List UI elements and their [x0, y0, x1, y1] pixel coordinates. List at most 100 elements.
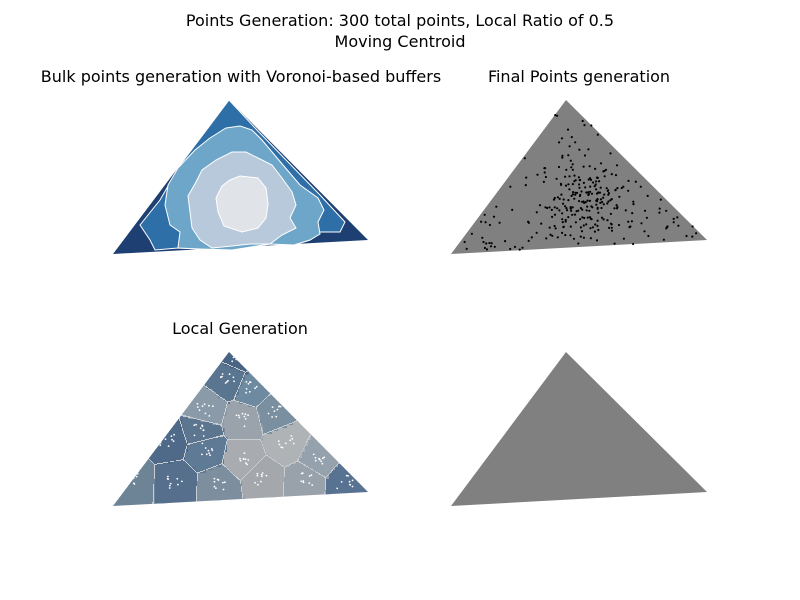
local-cell-edge [147, 377, 148, 378]
local-cell-edge [269, 395, 270, 396]
local-cell-edge [315, 350, 316, 351]
final-point [521, 246, 524, 249]
final-point [607, 200, 610, 203]
final-point [646, 194, 649, 197]
local-cell-edge [354, 379, 355, 380]
local-cell-edge [153, 488, 154, 489]
local-cell-edge [283, 494, 284, 495]
local-cell-edge [302, 364, 303, 365]
final-point [571, 163, 574, 166]
local-cell-edge [220, 425, 221, 426]
local-cell-edge [129, 355, 130, 356]
local-cell-edge [299, 367, 300, 368]
local-cell-edge [314, 414, 315, 415]
final-point [527, 220, 530, 223]
local-cell-edge [139, 450, 140, 451]
final-point [553, 224, 556, 228]
local-point [201, 405, 204, 408]
local-cell-edge [113, 427, 114, 428]
local-cell-edge [251, 369, 252, 370]
local-cell-edge [258, 462, 259, 463]
local-cell-edge [346, 386, 347, 387]
local-cell-edge [134, 362, 135, 363]
local-point [279, 405, 282, 408]
local-cell-edge [237, 478, 238, 479]
local-cell-edge [230, 439, 231, 440]
local-cell-edge [205, 421, 206, 422]
local-cell-edge [262, 433, 263, 434]
local-cell-edge [181, 414, 182, 415]
local-cell-edge [185, 451, 186, 452]
final-point [610, 173, 613, 176]
local-cell-edge [284, 467, 285, 468]
local-cell-edge [301, 365, 302, 366]
local-cell-edge [284, 380, 285, 381]
local-cell-edge [343, 389, 344, 390]
local-cell-edge [163, 462, 164, 463]
local-point [347, 475, 349, 477]
local-cell-edge [236, 439, 237, 440]
local-cell-edge [240, 483, 241, 484]
local-point [300, 472, 303, 475]
local-cell-edge [222, 435, 223, 436]
local-cell-edge [199, 419, 200, 420]
final-point [672, 217, 675, 220]
local-cell-edge [178, 416, 179, 417]
local-cell-edge [312, 415, 313, 416]
local-cell-edge [325, 481, 326, 482]
local-cell-edge [293, 422, 294, 423]
final-point [595, 203, 598, 206]
local-cell-edge [248, 404, 249, 405]
local-point [273, 410, 276, 412]
local-cell-edge [155, 387, 156, 388]
local-cell-edge [256, 406, 257, 407]
local-cell-edge [219, 360, 220, 361]
local-cell-edge [183, 415, 184, 416]
local-cell-edge [138, 366, 139, 367]
local-cell-edge [317, 421, 318, 422]
local-cell-edge [332, 401, 333, 402]
final-point [604, 168, 608, 171]
local-cell-edge [197, 477, 198, 478]
local-point [271, 406, 274, 408]
local-cell-edge [357, 442, 358, 443]
local-cell-edge [216, 424, 217, 425]
local-cell-edge [189, 465, 190, 466]
local-point [243, 415, 246, 418]
local-cell-edge [144, 371, 145, 372]
local-cell-edge [342, 390, 343, 391]
local-point [244, 458, 247, 460]
local-cell-edge [195, 442, 196, 443]
local-cell-edge [276, 388, 277, 389]
local-cell-edge [351, 383, 352, 384]
local-point [351, 485, 354, 488]
local-cell-edge [261, 427, 262, 428]
local-cell-edge [283, 489, 284, 490]
local-cell-edge [225, 447, 226, 448]
local-cell-edge [313, 356, 314, 357]
final-point [569, 225, 572, 228]
local-cell-edge [345, 389, 346, 390]
local-cell-edge [135, 360, 136, 361]
local-cell-edge [195, 418, 196, 419]
local-cell-edge [285, 425, 286, 426]
local-cell-edge [167, 359, 168, 360]
local-cell-edge [130, 353, 131, 354]
local-cell-edge [330, 403, 331, 404]
local-point [201, 453, 203, 456]
local-cell-edge [242, 402, 243, 403]
final-point [631, 212, 634, 215]
local-cell-edge [198, 381, 199, 382]
local-cell-edge [294, 462, 295, 463]
local-cell-edge [313, 354, 314, 355]
local-cell-edge [360, 438, 361, 439]
local-point [159, 444, 162, 447]
local-cell-edge [266, 433, 267, 434]
local-cell-edge [315, 414, 316, 415]
local-cell-edge [316, 472, 317, 473]
local-cell-edge [225, 446, 226, 447]
local-point [246, 463, 248, 466]
local-cell-edge [182, 369, 183, 370]
local-cell-edge [277, 357, 278, 358]
local-point [167, 478, 170, 480]
